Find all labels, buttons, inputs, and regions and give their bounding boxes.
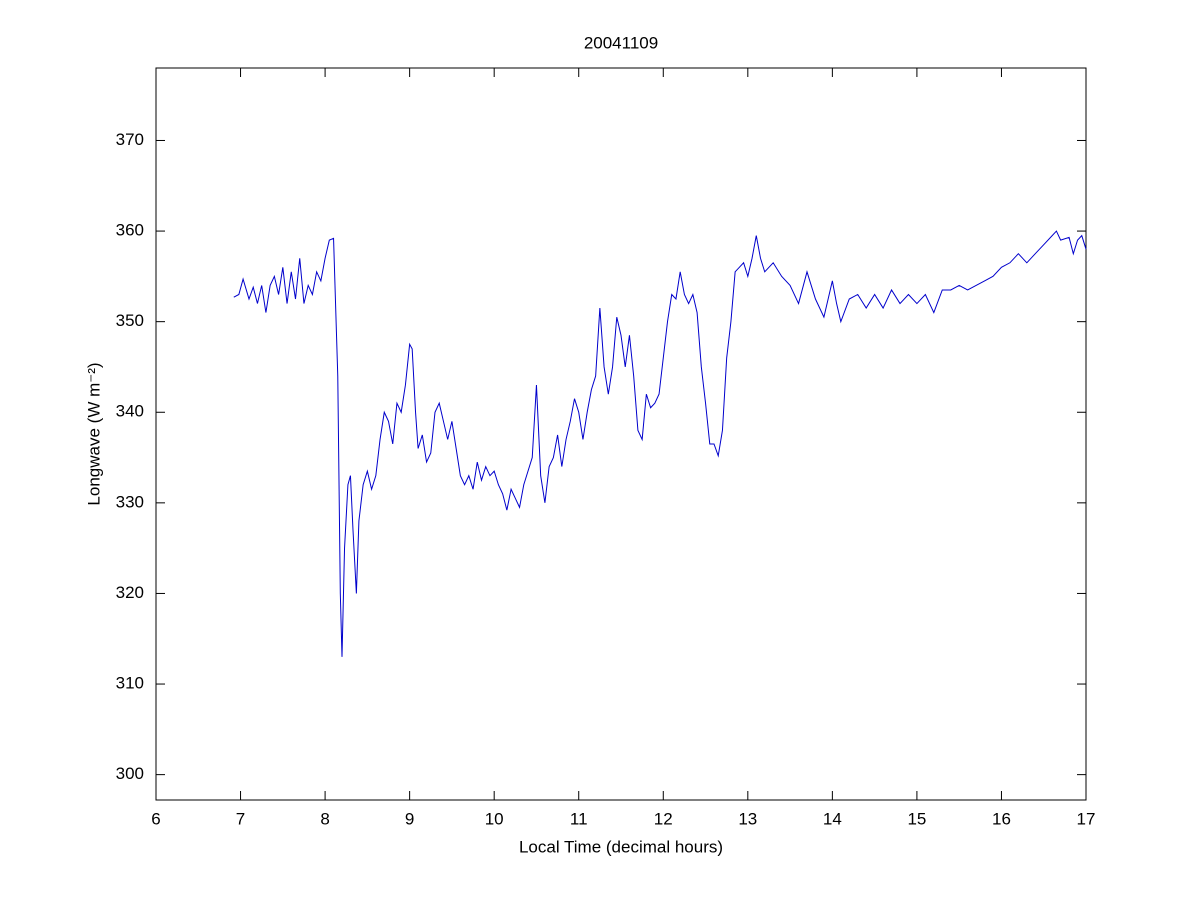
x-tick-label: 10 <box>485 809 504 828</box>
x-tick-label: 11 <box>570 809 588 828</box>
x-axis-label: Local Time (decimal hours) <box>519 837 723 856</box>
x-tick-label: 9 <box>405 809 414 828</box>
data-line <box>233 230 1087 657</box>
y-tick-label: 360 <box>116 221 144 240</box>
chart-title: 20041109 <box>584 33 658 52</box>
plot-frame <box>155 67 1087 801</box>
x-tick-label: 17 <box>1077 809 1096 828</box>
x-tick-label: 16 <box>992 809 1011 828</box>
x-tick-label: 15 <box>907 809 926 828</box>
y-axis-label: Longwave (W m⁻²) <box>84 362 103 505</box>
y-tick-label: 370 <box>116 130 144 149</box>
x-tick-label: 13 <box>738 809 757 828</box>
y-tick-label: 300 <box>116 764 144 783</box>
x-tick-label: 12 <box>654 809 673 828</box>
x-tick-label: 6 <box>151 809 160 828</box>
y-tick-label: 330 <box>116 492 144 511</box>
x-tick-label: 7 <box>236 809 245 828</box>
y-tick-label: 350 <box>116 311 144 330</box>
x-tick-label: 8 <box>320 809 329 828</box>
y-tick-label: 320 <box>116 583 144 602</box>
x-tick-label: 14 <box>823 809 842 828</box>
y-tick-label: 310 <box>116 674 144 693</box>
y-tick-label: 340 <box>116 402 144 421</box>
